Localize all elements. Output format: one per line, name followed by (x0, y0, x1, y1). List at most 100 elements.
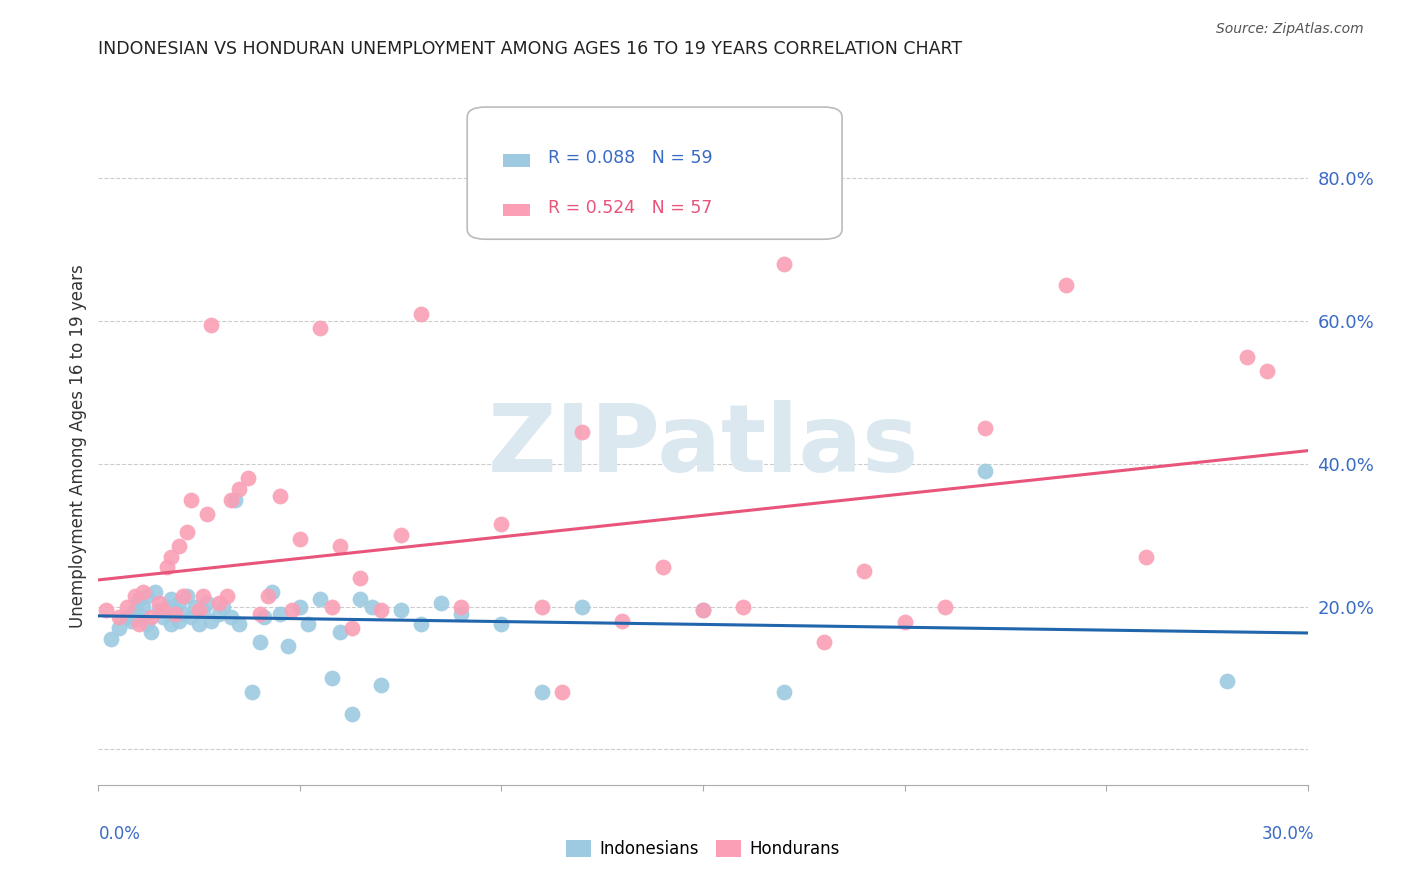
Point (893, 615, 915, 630)
Point (288, 599, 311, 614)
Point (160, 592, 183, 607)
Point (188, 617, 211, 632)
Point (160, 617, 183, 632)
Point (176, 524, 198, 539)
Point (120, 614, 142, 628)
Point (321, 599, 343, 614)
Point (128, 617, 150, 632)
Point (612, 614, 634, 628)
FancyBboxPatch shape (467, 107, 842, 239)
Point (200, 614, 222, 628)
Point (156, 560, 179, 574)
Point (143, 585, 166, 599)
Text: INDONESIAN VS HONDURAN UNEMPLOYMENT AMONG AGES 16 TO 19 YEARS CORRELATION CHART: INDONESIAN VS HONDURAN UNEMPLOYMENT AMON… (98, 40, 963, 58)
Point (132, 599, 155, 614)
Point (491, 617, 513, 632)
Point (370, 603, 392, 617)
Point (96, 603, 118, 617)
FancyBboxPatch shape (503, 203, 530, 217)
Point (135, 617, 157, 632)
Point (772, 685, 794, 699)
Point (249, 607, 271, 621)
Point (409, 617, 432, 632)
Point (167, 596, 190, 610)
Point (221, 610, 243, 624)
Point (221, 492, 243, 507)
Point (430, 596, 453, 610)
Point (269, 607, 291, 621)
Point (349, 592, 371, 607)
Point (224, 492, 246, 507)
Point (571, 599, 593, 614)
Point (297, 617, 319, 632)
Point (1054, 278, 1077, 293)
Text: 30.0%: 30.0% (1263, 825, 1315, 843)
Point (200, 318, 222, 332)
Point (530, 685, 553, 699)
Point (115, 599, 138, 614)
Point (193, 603, 215, 617)
Point (342, 621, 364, 635)
Point (217, 589, 239, 603)
Point (167, 614, 190, 628)
Point (361, 599, 384, 614)
Point (176, 589, 198, 603)
Point (212, 599, 235, 614)
Point (934, 599, 956, 614)
Point (188, 603, 211, 617)
Point (184, 599, 207, 614)
Point (195, 596, 218, 610)
Point (253, 610, 276, 624)
Point (148, 603, 170, 617)
Point (163, 607, 186, 621)
Point (1135, 549, 1157, 564)
Point (342, 706, 364, 721)
Point (349, 571, 371, 585)
Point (733, 599, 755, 614)
Point (329, 624, 352, 639)
Point (974, 464, 997, 478)
Legend: Indonesians, Hondurans: Indonesians, Hondurans (560, 833, 846, 864)
Text: R = 0.088   N = 59: R = 0.088 N = 59 (548, 149, 713, 168)
Point (128, 607, 150, 621)
Point (1216, 674, 1239, 689)
Text: 0.0%: 0.0% (98, 825, 141, 843)
Point (160, 549, 183, 564)
Point (853, 564, 876, 578)
Point (321, 671, 343, 685)
Point (240, 685, 263, 699)
Point (195, 507, 218, 521)
Y-axis label: Unemployment Among Ages 16 to 19 years: Unemployment Among Ages 16 to 19 years (69, 264, 87, 628)
Point (180, 492, 202, 507)
Point (236, 471, 259, 485)
Point (193, 589, 215, 603)
Point (135, 589, 157, 603)
Point (269, 489, 291, 503)
Point (450, 607, 472, 621)
Point (139, 610, 162, 624)
Point (370, 678, 392, 692)
Point (281, 603, 304, 617)
Text: R = 0.524   N = 57: R = 0.524 N = 57 (548, 199, 713, 217)
Point (115, 610, 138, 624)
Point (228, 482, 250, 496)
Point (309, 592, 332, 607)
Point (156, 599, 179, 614)
Point (180, 610, 202, 624)
Point (813, 635, 835, 649)
Point (692, 603, 714, 617)
Point (100, 632, 122, 646)
Point (163, 603, 186, 617)
Point (249, 635, 271, 649)
Point (132, 585, 155, 599)
Point (277, 639, 299, 653)
Point (491, 517, 513, 532)
Point (152, 603, 174, 617)
Text: Source: ZipAtlas.com: Source: ZipAtlas.com (1216, 22, 1364, 37)
Text: ZIPatlas: ZIPatlas (488, 400, 918, 492)
Point (128, 592, 150, 607)
Point (329, 539, 352, 553)
Point (124, 603, 146, 617)
Point (692, 603, 714, 617)
Point (172, 589, 194, 603)
